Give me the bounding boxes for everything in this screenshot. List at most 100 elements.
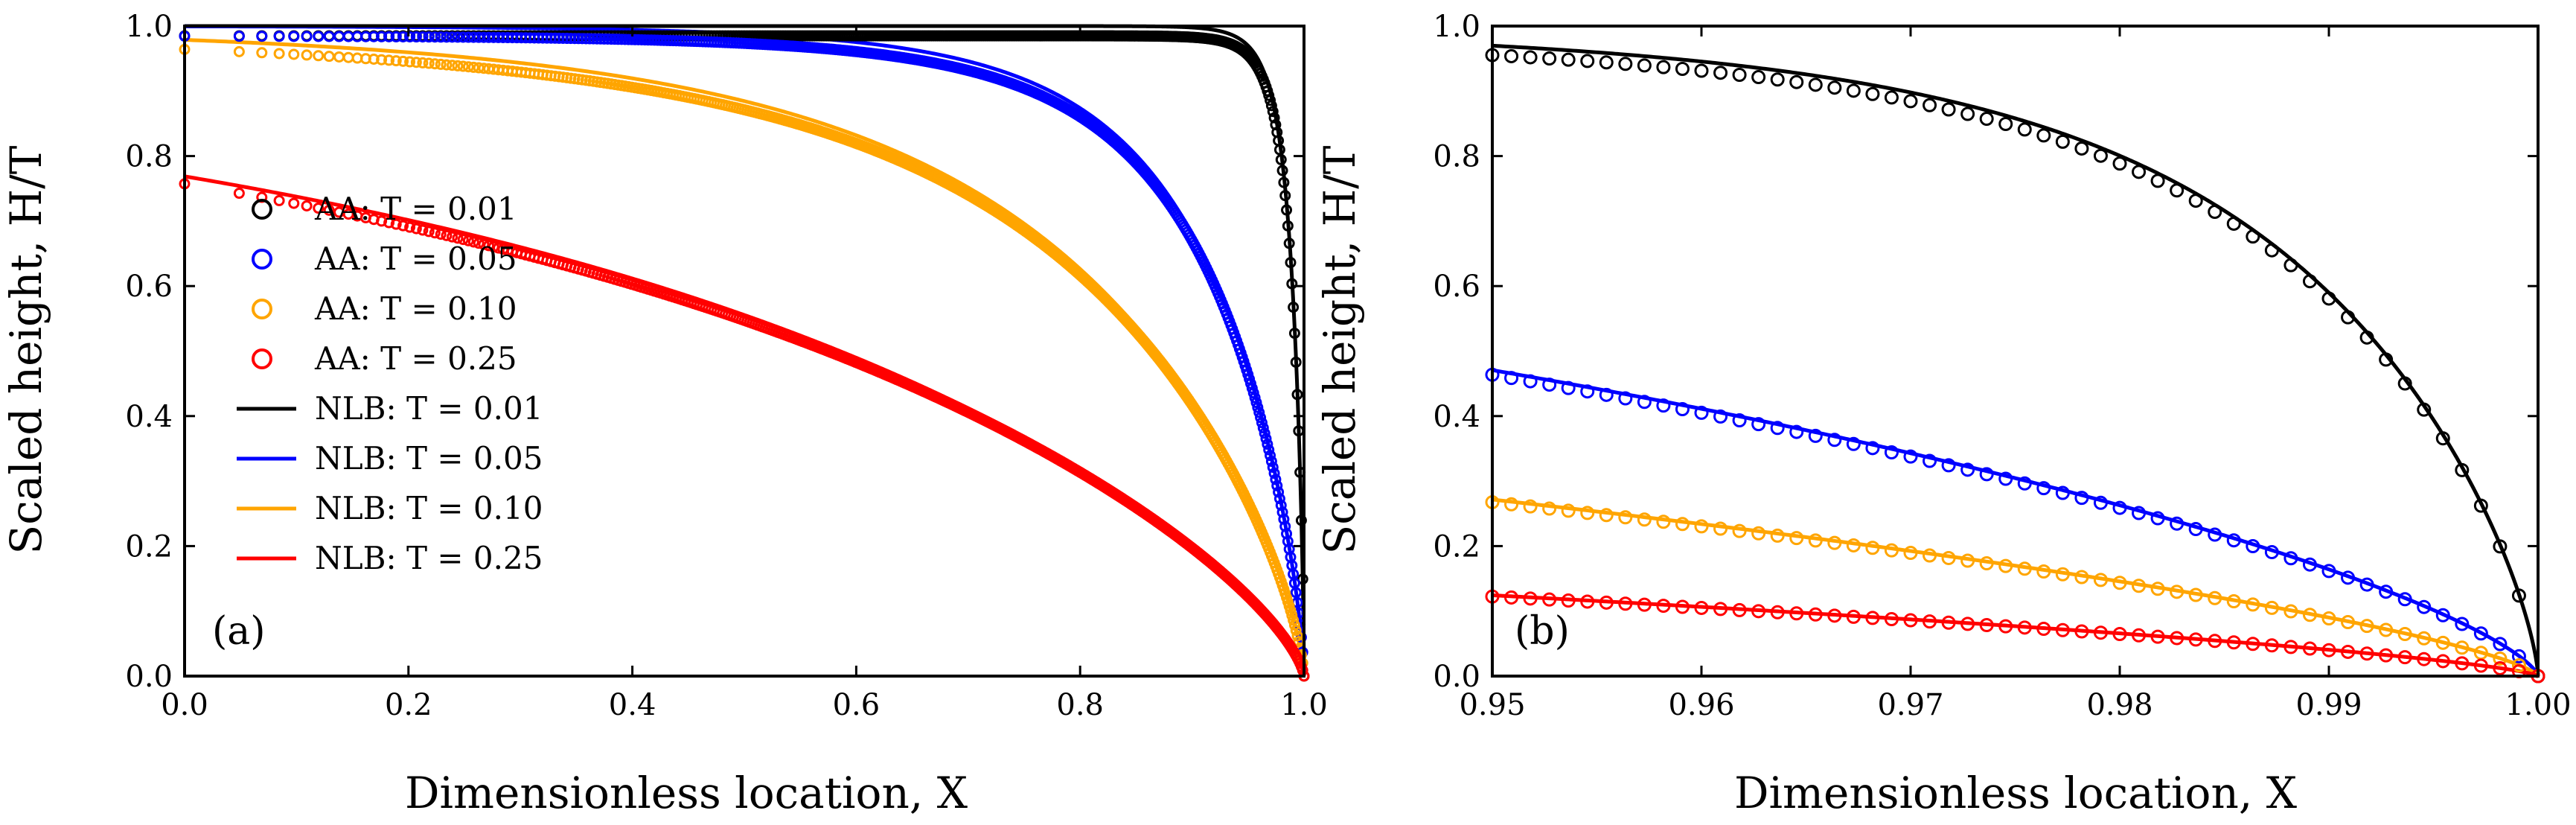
panel-b-line-nlb-t-0-01 (1492, 43, 2540, 677)
panel-b-marker (1770, 72, 1785, 87)
panel-a-marker (1278, 176, 1290, 188)
legend-entry-label: NLB: T = 0.10 (315, 490, 543, 526)
panel-b-marker (2435, 608, 2450, 622)
panel-a-marker (609, 34, 621, 45)
panel-b-marker (2511, 649, 2526, 663)
panel-a-xtick-label: 0.6 (833, 688, 880, 722)
panel-b-marker (2188, 522, 2203, 537)
panel-b-marker (1789, 424, 1804, 439)
panel-b-marker (1808, 428, 1823, 443)
panel-b-marker (2341, 310, 2356, 325)
panel-b-marker (1656, 599, 1671, 614)
panel-b-marker (2170, 631, 2185, 646)
panel-b-marker (2093, 148, 2108, 163)
panel-b-marker (2093, 625, 2108, 640)
panel-a-ytick-label: 0.4 (125, 400, 173, 434)
panel-b-marker (1979, 618, 1994, 632)
panel-b-marker (2036, 564, 2051, 579)
panel-b-marker (2112, 500, 2127, 515)
panel-b-marker (1618, 391, 1633, 406)
panel-b-marker (2264, 638, 2279, 653)
panel-a-marker (273, 194, 285, 206)
panel-a-marker (1288, 328, 1300, 340)
panel-b-marker (1923, 614, 1937, 629)
panel-b-xtick-label: 0.95 (1459, 688, 1525, 722)
panel-b-marker (2055, 622, 2070, 637)
panel-a-marker (1290, 625, 1302, 637)
panel-a-xtick-label: 0.8 (1056, 688, 1104, 722)
panel-b-marker (2150, 511, 2165, 526)
panel-a-marker (1263, 444, 1275, 456)
panel-b-marker (1979, 112, 1994, 127)
panel-b-marker (1599, 55, 1614, 70)
panel-b-marker (2321, 291, 2336, 306)
panel-b-marker (1542, 51, 1557, 66)
panel-b-marker (2379, 584, 2394, 599)
panel-a-marker (383, 217, 395, 229)
panel-a-marker (368, 53, 380, 65)
panel-b-marker (2302, 641, 2317, 656)
panel-b-marker (1713, 521, 1728, 536)
panel-b-marker (2170, 183, 2185, 198)
panel-a-marker (452, 60, 464, 71)
panel-b-marker (1979, 556, 1994, 571)
panel-b-marker (1998, 619, 2013, 634)
panel-a-marker (1290, 587, 1302, 599)
panel-a-marker (441, 59, 453, 71)
panel-b-marker (1561, 380, 1576, 395)
panel-b-ytick-label: 0.2 (1433, 529, 1480, 564)
panel-a-marker (598, 33, 610, 45)
panel-a-marker (1255, 412, 1267, 424)
panel-b-marker (1675, 599, 1690, 614)
panel-a-marker (1288, 619, 1300, 631)
panel-a-marker (410, 31, 422, 43)
panel-a-marker (457, 234, 469, 246)
panel-b-markers-aa-t-0-05 (1485, 367, 2545, 684)
panel-b-line-nlb-t-0-05 (1492, 368, 2540, 678)
panel-a-marker (1283, 238, 1295, 249)
panel-b-marker (2017, 122, 2032, 137)
panel-a-marker (288, 48, 300, 60)
panel-b-marker (1846, 538, 1861, 552)
legend-marker (252, 249, 272, 270)
panel-b-marker (1808, 607, 1823, 622)
panel-b-marker (2188, 587, 2203, 602)
panel-b: 0.95 0.96 0.97 0.98 0.99 1.00 0.0 0.2 0.4 0.6 0.8 1… (1314, 10, 2572, 818)
panel-b-marker (1618, 57, 1633, 71)
panel-a-marker (595, 33, 607, 45)
panel-b-marker (1523, 374, 1538, 389)
panel-b-markers-aa-t-0-01 (1485, 48, 2545, 684)
panel-a-marker (1260, 433, 1272, 445)
panel-b-marker (1504, 371, 1519, 386)
panel-b-marker (2283, 551, 2298, 566)
panel-b-series (1485, 43, 2545, 684)
panel-a-marker (273, 31, 285, 42)
panel-a-marker (435, 31, 447, 43)
panel-a-marker (390, 31, 402, 42)
panel-a-marker (1262, 439, 1273, 450)
panel-a-marker (447, 60, 458, 71)
panel-a-markers-aa-t-0-25 (179, 178, 1310, 682)
panel-a-marker (376, 31, 388, 42)
panel-a-marker (447, 231, 458, 243)
panel-a-marker (1276, 506, 1288, 518)
panel-b-marker (1789, 531, 1804, 546)
panel-b-marker (1504, 590, 1519, 605)
panel-b-marker (2246, 539, 2260, 554)
panel-a-ytick-label: 0.2 (125, 529, 173, 564)
panel-b-marker (1637, 58, 1652, 73)
panel-a-marker (462, 61, 474, 73)
panel-b-marker (2208, 204, 2222, 219)
panel-b-marker (2417, 652, 2432, 666)
panel-b-marker (2208, 527, 2222, 542)
panel-b-marker (2226, 594, 2241, 609)
panel-a-marker (441, 229, 453, 241)
panel-b-marker (2359, 330, 2374, 345)
panel-b-marker (1865, 86, 1880, 101)
panel-a-marker (1265, 100, 1277, 112)
panel-a-marker (383, 54, 395, 66)
panel-b-marker (1599, 387, 1614, 402)
panel-b-marker (1979, 467, 1994, 482)
panel-a-marker (1259, 427, 1271, 439)
panel-b-marker (2226, 216, 2241, 231)
